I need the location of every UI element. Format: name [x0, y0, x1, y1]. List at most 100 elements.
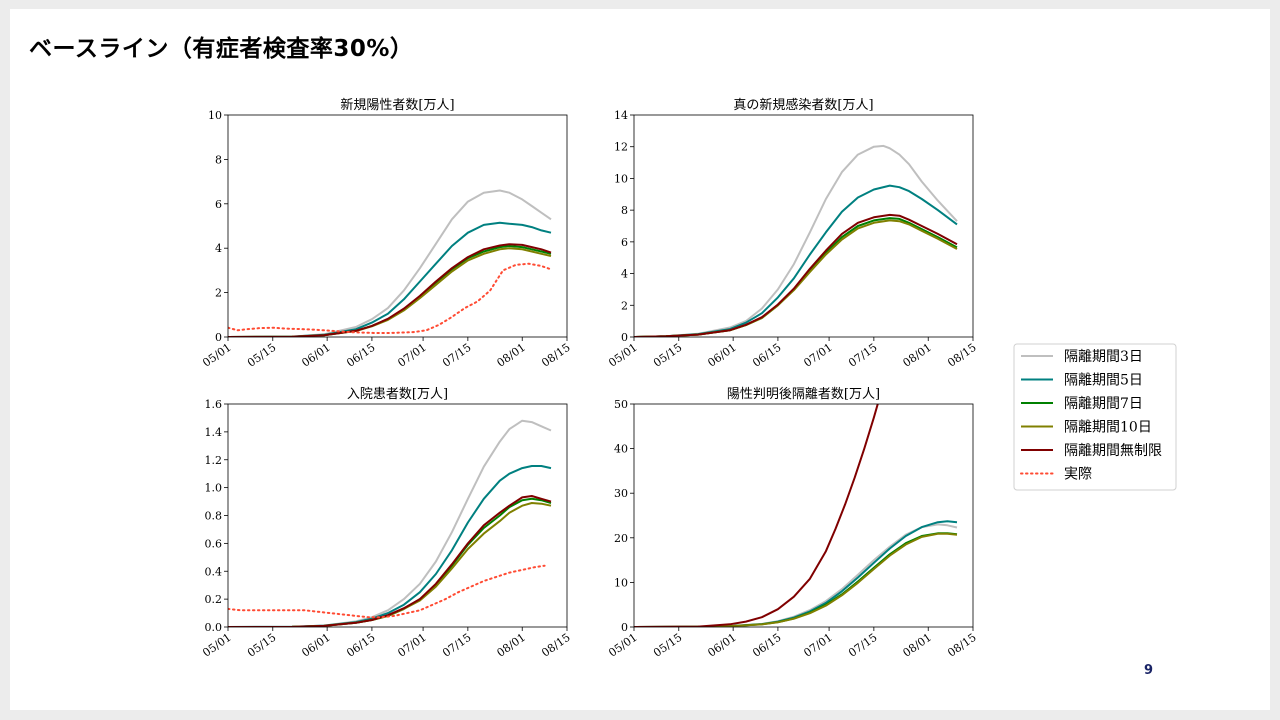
x-tick-label: 08/01 [495, 631, 528, 660]
x-tick-label: 05/15 [651, 341, 684, 370]
plot-frame [633, 403, 974, 628]
y-tick-label: 8 [621, 204, 628, 217]
legend-label-d3: 隔離期間3日 [1064, 348, 1143, 365]
x-tick-label: 06/01 [705, 341, 738, 370]
y-tick-label: 2 [215, 287, 222, 300]
series-line-d3 [228, 189, 552, 337]
y-tick-label: 8 [215, 153, 222, 166]
y-tick-label: 50 [614, 398, 628, 411]
y-tick-label: 0.4 [205, 565, 223, 578]
y-tick-label: 0.6 [205, 537, 223, 550]
legend-label-d5: 隔離期間5日 [1064, 372, 1143, 389]
x-tick-label: 05/15 [245, 341, 278, 370]
x-tick-label: 06/15 [750, 631, 783, 660]
y-tick-label: 20 [614, 532, 628, 545]
y-tick-label: 30 [614, 487, 628, 500]
x-tick-label: 06/15 [750, 341, 783, 370]
y-tick-label: 12 [614, 141, 628, 154]
series-line-unl [634, 213, 958, 337]
plot-frame [227, 114, 568, 338]
series-line-d3 [634, 144, 958, 337]
chart-panel-1: 新規陽性者数[万人] 0 2 4 6 8 10 05/01 05/15 06/01 06/15 07/… [200, 97, 572, 370]
x-tick-label: 08/01 [901, 341, 934, 370]
x-tick-label: 07/15 [440, 341, 473, 370]
y-tick-label: 40 [614, 443, 628, 456]
y-tick-label: 2 [621, 299, 628, 312]
x-tick-label: 05/15 [245, 631, 278, 660]
x-tick-label: 05/01 [606, 631, 639, 660]
plot-frame [227, 403, 568, 628]
page-number: 9 [1144, 663, 1154, 678]
chart-panel-2: 真の新規感染者数[万人] 0 2 4 6 8 10 12 14 05/01 05/15 06/01 06… [606, 97, 978, 370]
y-tick-label: 0 [621, 621, 628, 634]
series-line-unl [228, 495, 552, 627]
chart-title: 入院患者数[万人] [347, 387, 448, 402]
x-tick-label: 07/15 [846, 631, 879, 660]
x-tick-label: 07/01 [395, 341, 428, 370]
series-line-d5 [228, 221, 552, 337]
slide-title: ベースライン（有症者検査率30%） [29, 36, 414, 62]
series-line-d3 [228, 419, 552, 627]
series-line-d10 [634, 532, 958, 627]
x-tick-label: 06/01 [299, 631, 332, 660]
x-tick-label: 07/01 [801, 341, 834, 370]
x-tick-label: 07/01 [801, 631, 834, 660]
y-tick-label: 0 [621, 331, 628, 344]
x-tick-label: 08/01 [495, 341, 528, 370]
x-tick-label: 07/15 [846, 341, 879, 370]
y-tick-label: 1.0 [205, 482, 223, 495]
chart-panel-4: 陽性判明後隔離者数[万人] 0 10 20 30 40 50 05/01 05/15 06/01 0… [606, 387, 978, 660]
y-tick-label: 4 [621, 268, 628, 281]
series-line-d5 [634, 184, 958, 337]
y-tick-label: 0 [215, 331, 222, 344]
plot-frame [633, 114, 974, 338]
x-tick-label: 05/01 [200, 341, 233, 370]
chart-panel-3: 入院患者数[万人] 0.0 0.2 0.4 0.6 0.8 1.0 1.2 1.4 1.6 05/0… [200, 387, 572, 660]
y-tick-label: 1.6 [205, 398, 223, 411]
y-tick-label: 0.0 [205, 621, 223, 634]
legend-label-unl: 隔離期間無制限 [1064, 442, 1162, 459]
series-line-d10 [634, 219, 958, 337]
chart-title: 新規陽性者数[万人] [340, 97, 454, 113]
y-tick-label: 10 [614, 172, 628, 185]
series-line-actual [228, 564, 546, 619]
series-line-d5 [228, 465, 552, 627]
chart-title: 陽性判明後隔離者数[万人] [727, 387, 880, 402]
series-line-unl [228, 243, 552, 337]
x-tick-label: 08/01 [901, 631, 934, 660]
x-tick-label: 06/15 [344, 631, 377, 660]
series-line-d3 [634, 523, 958, 627]
legend-label-actual: 実際 [1064, 467, 1092, 483]
y-tick-label: 6 [215, 198, 222, 211]
series-line-d10 [228, 247, 552, 337]
legend-label-d10: 隔離期間10日 [1064, 419, 1152, 436]
x-tick-label: 05/01 [200, 631, 233, 660]
x-tick-label: 08/15 [945, 341, 978, 370]
x-tick-label: 08/15 [945, 631, 978, 660]
y-tick-label: 14 [614, 109, 628, 122]
x-tick-label: 06/01 [299, 341, 332, 370]
legend-box [1013, 343, 1177, 491]
y-tick-label: 1.2 [205, 454, 223, 467]
legend-label-d7: 隔離期間7日 [1064, 395, 1143, 412]
x-tick-label: 06/15 [344, 341, 377, 370]
y-tick-label: 4 [215, 242, 222, 255]
y-tick-label: 10 [208, 109, 222, 122]
series-line-d7 [634, 532, 958, 627]
y-tick-label: 10 [614, 576, 628, 589]
x-tick-label: 07/15 [440, 631, 473, 660]
x-tick-label: 06/01 [705, 631, 738, 660]
x-tick-label: 05/15 [651, 631, 684, 660]
y-tick-label: 6 [621, 236, 628, 249]
y-tick-label: 0.2 [205, 593, 223, 606]
series-line-unl [634, 404, 879, 627]
y-tick-label: 0.8 [205, 510, 223, 523]
chart-title: 真の新規感染者数[万人] [733, 97, 873, 113]
series-line-d7 [228, 245, 552, 337]
x-tick-label: 08/15 [539, 341, 572, 370]
x-tick-label: 07/01 [395, 631, 428, 660]
x-tick-label: 08/15 [539, 631, 572, 660]
series-line-actual [228, 262, 552, 334]
